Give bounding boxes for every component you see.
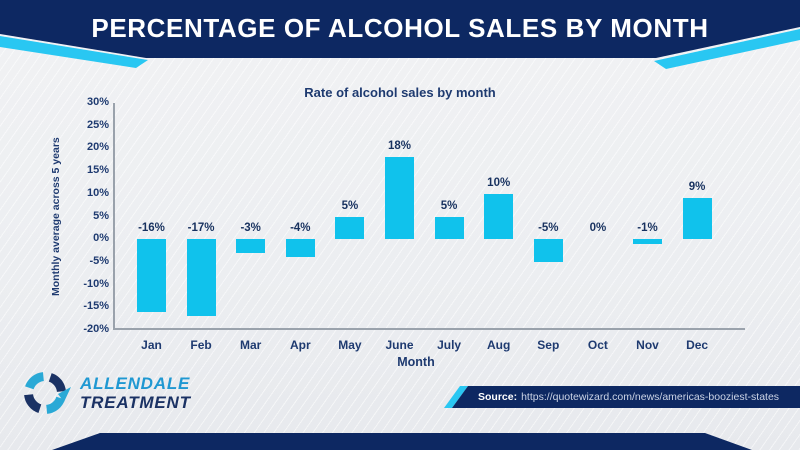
y-tick-label: -5% xyxy=(89,254,109,267)
y-tick-label: 5% xyxy=(93,209,109,222)
bar xyxy=(137,239,166,312)
logo-line2: TREATMENT xyxy=(80,393,191,412)
source-url: https://quotewizard.com/news/americas-bo… xyxy=(521,391,780,403)
bar xyxy=(335,216,365,240)
x-category-label: Dec xyxy=(686,338,709,352)
bar-value-label: -17% xyxy=(187,222,215,235)
circular-arrows-icon xyxy=(24,372,71,414)
x-axis-label: Month xyxy=(397,355,435,369)
header-shape xyxy=(0,0,800,69)
x-category-label: Sep xyxy=(537,338,560,352)
bar-value-label: 5% xyxy=(440,199,458,212)
bar-value-label: 10% xyxy=(487,176,511,189)
x-category-label: Nov xyxy=(636,338,659,352)
logo-text: ALLENDALE TREATMENT xyxy=(80,374,191,412)
logo: ALLENDALE TREATMENT xyxy=(18,366,191,420)
page-title: PERCENTAGE OF ALCOHOL SALES BY MONTH xyxy=(91,13,709,43)
plot-area: 30% 25% 20% 15% 10% 5% 0% -5% -10% -15% -20% -16% Ja… xyxy=(83,96,745,352)
bar-value-label: 9% xyxy=(688,181,706,194)
y-tick-label: -10% xyxy=(83,277,109,290)
header-accent-left xyxy=(0,36,148,68)
bar xyxy=(533,239,563,262)
bar-value-label: -3% xyxy=(240,222,261,235)
y-tick-label: 30% xyxy=(86,96,109,108)
chart-title: Rate of alcohol sales by month xyxy=(304,85,496,100)
y-tick-label: 15% xyxy=(86,164,109,177)
bar-value-label: -16% xyxy=(138,222,165,235)
bar xyxy=(682,198,712,240)
y-tick-label: -20% xyxy=(83,323,109,335)
source-bar: Source: https://quotewizard.com/news/amer… xyxy=(444,386,800,408)
bar-value-label: 5% xyxy=(341,199,359,212)
x-category-label: May xyxy=(338,338,362,352)
header-accent-right xyxy=(654,29,800,69)
bar-value-label: 0% xyxy=(589,222,607,235)
header-band: PERCENTAGE OF ALCOHOL SALES BY MONTH xyxy=(0,0,800,80)
x-category-label: Aug xyxy=(487,338,511,352)
x-category-label: Mar xyxy=(240,338,262,352)
y-tick-label: 0% xyxy=(93,232,109,245)
bar xyxy=(285,239,315,258)
y-tick-label: 25% xyxy=(86,118,109,131)
y-tick-label: 20% xyxy=(86,141,109,154)
x-category-label: Oct xyxy=(587,338,608,352)
x-category-label: Jan xyxy=(141,338,162,352)
bar xyxy=(385,157,414,240)
bar-value-label: -1% xyxy=(637,222,658,235)
bar xyxy=(434,216,464,240)
x-category-label: July xyxy=(437,338,462,352)
y-tick-label: -15% xyxy=(83,300,109,313)
bar xyxy=(236,239,266,253)
source-label: Source: xyxy=(478,391,518,403)
x-category-label: Apr xyxy=(289,338,311,352)
logo-line1: ALLENDALE xyxy=(80,373,191,393)
footer-band xyxy=(52,433,752,450)
x-category-label: June xyxy=(385,338,414,352)
bar-value-label: 18% xyxy=(387,140,412,153)
bar xyxy=(186,239,216,317)
source-text: Source: https://quotewizard.com/news/amer… xyxy=(452,386,800,408)
y-tick-label: 10% xyxy=(86,186,109,199)
bar xyxy=(633,239,662,244)
bar-value-label: -4% xyxy=(290,222,311,235)
bar-value-label: -5% xyxy=(538,222,559,235)
x-category-label: Feb xyxy=(190,338,212,352)
bar xyxy=(484,193,514,240)
